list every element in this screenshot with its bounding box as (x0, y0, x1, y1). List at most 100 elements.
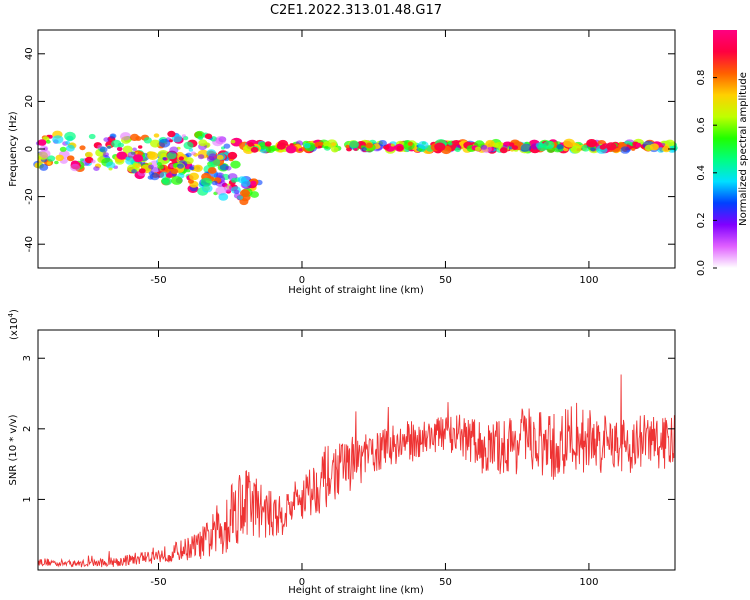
spectrogram-cell (111, 139, 122, 148)
spectrogram-cell (191, 151, 196, 156)
spectrogram-cell (177, 163, 184, 169)
spectrogram-cell (106, 145, 112, 149)
spectrogram-cell (45, 139, 51, 144)
spectrogram-cell (156, 162, 162, 166)
spectrogram-cell (158, 138, 171, 148)
spectrogram-cell (166, 173, 173, 178)
spectrogram-cell (122, 145, 133, 154)
spectrogram-cell (64, 131, 76, 141)
snr-ylabel: SNR (10 * v/v) (8, 414, 19, 485)
spectrogram-cell (509, 142, 515, 147)
spectrogram-cell (305, 143, 310, 147)
spectrogram-cell (434, 142, 446, 152)
spectrogram-cell (204, 133, 213, 140)
spectrogram-cell (499, 147, 508, 154)
spectrogram-cell (349, 140, 360, 149)
spectrogram-cell (250, 146, 259, 153)
spectrogram-cell (188, 148, 194, 152)
spectrogram-ytick-label: -20 (24, 188, 35, 204)
spectrogram-cell (189, 172, 199, 181)
spectrogram-cell (147, 151, 159, 160)
spectrogram-cell (162, 157, 167, 160)
spectrogram-ytick-label: 0 (24, 146, 35, 152)
spectrogram-cell (241, 179, 251, 187)
spectrogram-cell (105, 161, 116, 169)
spectrogram-cell (200, 177, 213, 187)
spectrogram-cell (239, 198, 249, 206)
spectrogram-cell (324, 145, 329, 149)
spectrogram-cell (556, 144, 564, 150)
spectrogram-xlabel: Height of straight line (km) (288, 285, 424, 296)
snr-panel: -50 0 50 100 1 2 3 Height of straight line (km… (7, 309, 676, 596)
spectrogram-cell (631, 147, 636, 151)
spectrogram-cell (208, 153, 218, 161)
spectrogram-cell (150, 139, 161, 148)
spectrogram-cell (108, 167, 113, 171)
spectrogram-cell (635, 143, 641, 148)
spectrogram-cell (70, 163, 81, 172)
spectrogram-ylabel: Frequency (Hz) (8, 111, 19, 187)
spectrogram-cell (55, 154, 64, 161)
spectrogram-cell (167, 130, 176, 138)
spectrogram-cell (485, 139, 495, 148)
colorbar-label: Normalized spectral amplitude (738, 72, 749, 226)
spectrogram-cell (181, 134, 186, 138)
colorbar-tick-label: 0.6 (696, 117, 707, 133)
spectrogram-cell (599, 144, 607, 150)
spectrogram-cell (264, 141, 272, 147)
spectrogram-panel: -50 0 50 100 -40 -20 0 20 40 Height of straight … (8, 29, 678, 296)
spectrogram-cell (138, 168, 146, 174)
colorbar: 0.0 0.2 0.4 0.6 0.8 Normalized spectral ampl… (696, 30, 749, 276)
snr-xtick-label: 50 (439, 577, 452, 588)
spectrogram-cell (223, 143, 231, 149)
spectrogram-cell (230, 160, 241, 169)
spectrogram-cell (317, 141, 324, 146)
spectrogram-cell (216, 154, 224, 160)
spectrogram-cell (225, 166, 232, 171)
spectrogram-cell (198, 139, 208, 147)
spectrogram-cell (170, 168, 179, 175)
spectrogram-cell (285, 145, 297, 154)
spectrogram-cell (79, 158, 84, 162)
spectrogram-cell (215, 136, 227, 145)
spectrogram-cell (134, 163, 142, 169)
spectrogram-cell (90, 159, 96, 164)
snr-axes: -50 0 50 100 1 2 3 (22, 330, 675, 588)
spectrogram-cell (318, 145, 322, 149)
spectrogram-cell (250, 191, 259, 198)
spectrogram-cell (85, 151, 93, 158)
spectrogram-cell (193, 164, 203, 172)
spectrogram-cell (511, 145, 518, 151)
snr-ytick-label: 2 (22, 426, 33, 432)
spectrogram-cell (116, 151, 128, 160)
spectrogram-axes: -50 0 50 100 -40 -20 0 20 40 (24, 30, 675, 286)
spectrogram-cell (138, 145, 143, 149)
spectrogram-cell (46, 161, 52, 165)
spectrogram-cell (459, 141, 464, 145)
spectrogram-cell (66, 155, 75, 162)
spectrogram-cell (361, 147, 367, 152)
colorbar-tick-label: 0.0 (696, 260, 707, 276)
spectrogram-cell (520, 143, 532, 152)
snr-xtick-label: -50 (150, 577, 166, 588)
snr-xlabel: Height of straight line (km) (288, 585, 424, 596)
spectrogram-cell (39, 163, 49, 171)
spectrogram-xtick-label: 50 (439, 275, 452, 286)
spectrogram-ytick-label: 40 (24, 47, 35, 60)
spectrogram-cell (79, 145, 86, 151)
spectrogram-cell (276, 142, 286, 150)
spectrogram-cell (132, 154, 144, 163)
spectrogram-cell (130, 133, 140, 141)
spectrogram-cell (157, 150, 169, 159)
spectrogram-cell (109, 133, 117, 139)
spectrogram-cell (454, 147, 461, 153)
spectrogram-cell (93, 166, 100, 172)
spectrogram-cell (161, 177, 172, 186)
spectrogram-cell (131, 169, 138, 174)
spectrogram-cell (298, 148, 303, 152)
spectrogram-cell (508, 146, 513, 150)
spectrogram-cell (102, 152, 109, 158)
spectrogram-cell (563, 138, 575, 148)
spectrogram-cell (207, 167, 217, 174)
snr-series-line (37, 374, 676, 568)
